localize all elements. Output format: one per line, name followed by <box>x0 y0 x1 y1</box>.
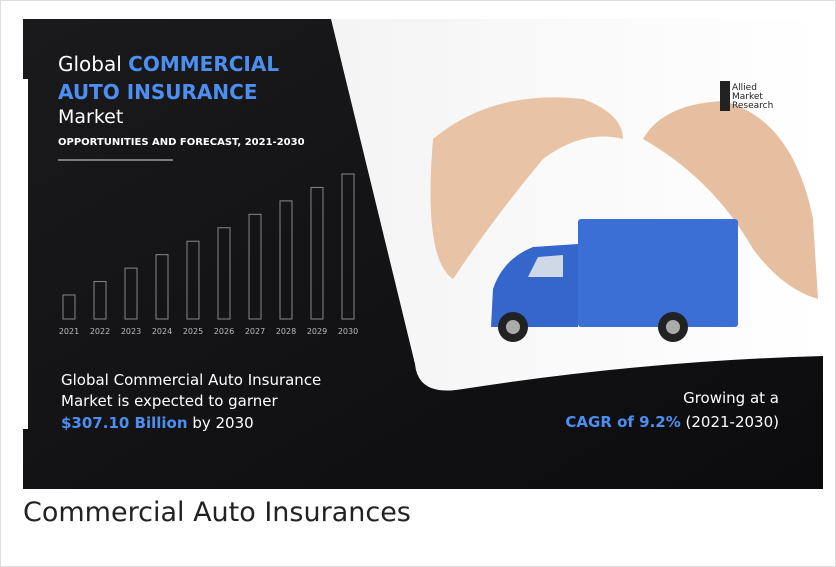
decorative-bar <box>217 227 231 320</box>
left-hand <box>430 97 623 279</box>
truck-window <box>528 255 563 277</box>
logo-text: Research <box>732 101 773 111</box>
summary-line: Global Commercial Auto Insurance <box>61 371 321 389</box>
year-label: 2026 <box>214 327 234 336</box>
wheel-hub <box>506 320 520 334</box>
year-label: 2028 <box>276 327 296 336</box>
decorative-bar <box>279 200 293 320</box>
decorative-bar <box>186 240 200 320</box>
summary-by: by 2030 <box>192 414 253 432</box>
decorative-bar <box>155 254 169 320</box>
growth-cagr: CAGR of 9.2% <box>565 413 680 431</box>
infographic: Global COMMERCIAL AUTO INSURANCE Market … <box>23 19 823 489</box>
logo-text: Market <box>732 92 763 102</box>
title-line-1: Global COMMERCIAL <box>58 52 279 76</box>
growth-line: Growing at a <box>683 389 779 407</box>
accent-bar <box>23 79 28 429</box>
decorative-bar <box>341 173 355 320</box>
right-hand <box>643 101 818 299</box>
year-label: 2029 <box>307 327 327 336</box>
summary-line: Market is expected to garner <box>61 392 278 410</box>
summary-amount: $307.10 Billion <box>61 414 188 432</box>
title-highlight: AUTO INSURANCE <box>58 80 258 104</box>
wheel-hub <box>666 320 680 334</box>
year-label: 2024 <box>152 327 172 336</box>
logo-text: Allied <box>732 83 757 93</box>
year-label: 2027 <box>245 327 265 336</box>
growth-period: (2021-2030) <box>686 413 779 431</box>
title-suffix: Market <box>58 106 123 128</box>
truck-box <box>578 219 738 327</box>
subtitle: OPPORTUNITIES AND FORECAST, 2021-2030 <box>58 137 305 148</box>
caption: Commercial Auto Insurances <box>23 497 411 528</box>
summary-amount-line: $307.10 Billion by 2030 <box>61 414 254 432</box>
year-label: 2021 <box>59 327 79 336</box>
year-label: 2022 <box>90 327 110 336</box>
year-label: 2023 <box>121 327 141 336</box>
logo-mark <box>720 81 730 111</box>
decorative-bar <box>93 281 107 320</box>
title-prefix: Global <box>58 52 122 76</box>
decorative-bar <box>124 267 138 320</box>
year-label: 2025 <box>183 327 203 336</box>
decorative-bar <box>248 213 262 320</box>
decorative-bar <box>62 294 76 320</box>
title-highlight: COMMERCIAL <box>128 52 279 76</box>
year-label: 2030 <box>338 327 358 336</box>
decorative-bar <box>310 186 324 320</box>
growth-cagr-line: CAGR of 9.2% (2021-2030) <box>565 413 779 431</box>
decorative-bars: 2021 2022 2023 2024 2025 2026 2027 2028 2029 2030 <box>59 173 358 336</box>
